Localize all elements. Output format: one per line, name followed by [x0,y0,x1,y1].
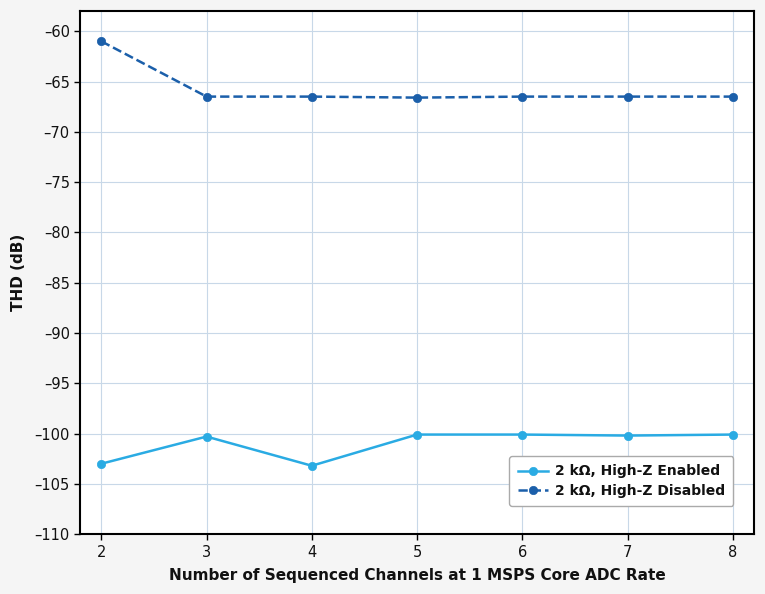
2 kΩ, High-Z Enabled [728,431,737,438]
2 kΩ, High-Z Disabled [412,94,422,101]
2 kΩ, High-Z Enabled [308,462,317,469]
2 kΩ, High-Z Enabled [623,432,632,439]
2 kΩ, High-Z Disabled [202,93,211,100]
Y-axis label: THD (dB): THD (dB) [11,234,26,311]
Line: 2 kΩ, High-Z Disabled: 2 kΩ, High-Z Disabled [97,37,737,102]
2 kΩ, High-Z Enabled [202,433,211,440]
2 kΩ, High-Z Disabled [96,38,106,45]
X-axis label: Number of Sequenced Channels at 1 MSPS Core ADC Rate: Number of Sequenced Channels at 1 MSPS C… [169,568,666,583]
2 kΩ, High-Z Disabled [623,93,632,100]
2 kΩ, High-Z Enabled [96,460,106,467]
2 kΩ, High-Z Enabled [412,431,422,438]
2 kΩ, High-Z Enabled [518,431,527,438]
2 kΩ, High-Z Disabled [518,93,527,100]
2 kΩ, High-Z Disabled [308,93,317,100]
2 kΩ, High-Z Disabled [728,93,737,100]
Line: 2 kΩ, High-Z Enabled: 2 kΩ, High-Z Enabled [97,431,737,470]
Legend: 2 kΩ, High-Z Enabled, 2 kΩ, High-Z Disabled: 2 kΩ, High-Z Enabled, 2 kΩ, High-Z Disab… [509,456,734,506]
